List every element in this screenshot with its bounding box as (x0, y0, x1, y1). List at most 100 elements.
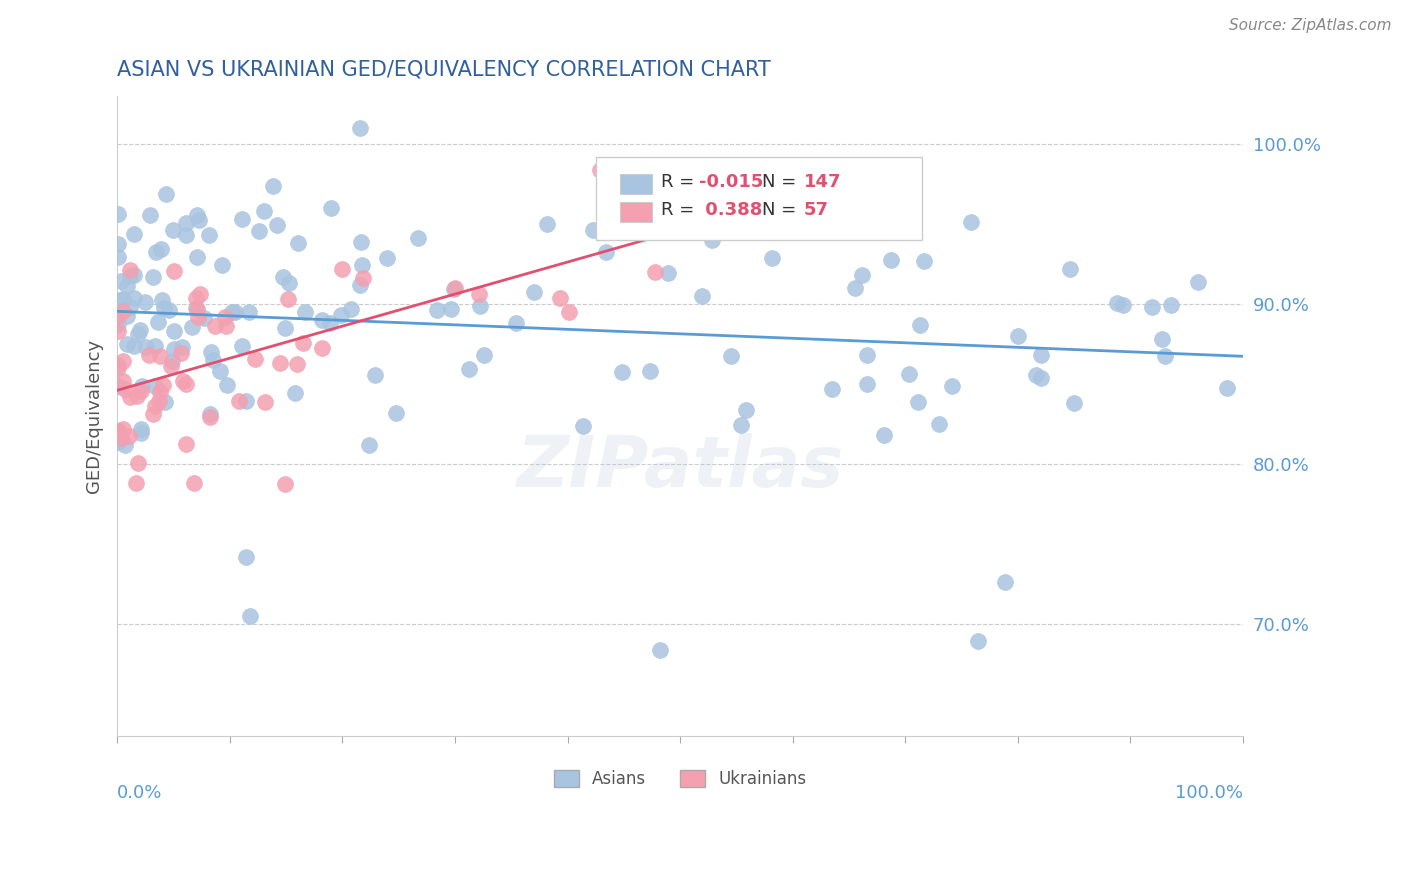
Point (201, 352, 224, 367)
Point (134, 295, 156, 310)
Point (650, 643, 672, 657)
Point (1150, 332, 1173, 346)
Point (548, 291, 571, 305)
Point (129, 323, 152, 337)
Point (1007, 328, 1029, 343)
Text: 147: 147 (804, 172, 841, 191)
Point (375, 251, 398, 265)
Point (610, 365, 633, 379)
Point (595, 245, 617, 260)
Point (676, 180, 699, 194)
Text: 100.0%: 100.0% (1175, 784, 1243, 802)
FancyBboxPatch shape (596, 157, 922, 240)
Point (700, 233, 723, 247)
Point (589, 163, 612, 178)
Point (357, 438, 380, 452)
Point (349, 277, 371, 292)
Point (153, 394, 176, 409)
Point (239, 608, 262, 623)
Text: R =: R = (661, 172, 700, 191)
Point (107, 207, 129, 221)
Point (472, 348, 495, 362)
Point (131, 378, 153, 392)
Point (291, 335, 314, 350)
Point (145, 244, 167, 259)
Point (107, 325, 129, 339)
Point (941, 378, 963, 392)
Point (142, 407, 165, 421)
Point (277, 293, 299, 307)
Point (107, 317, 129, 331)
Text: Source: ZipAtlas.com: Source: ZipAtlas.com (1229, 18, 1392, 33)
Text: ASIAN VS UKRAINIAN GED/EQUIVALENCY CORRELATION CHART: ASIAN VS UKRAINIAN GED/EQUIVALENCY CORRE… (117, 60, 770, 79)
Point (122, 227, 145, 242)
Point (107, 360, 129, 375)
Point (1111, 298, 1133, 312)
Point (928, 417, 950, 432)
Point (160, 359, 183, 373)
Point (172, 374, 194, 388)
Point (443, 281, 465, 295)
Point (115, 309, 138, 323)
Point (198, 409, 221, 424)
Point (127, 389, 149, 403)
Point (152, 378, 174, 392)
Point (735, 403, 758, 417)
Point (163, 324, 186, 338)
Point (277, 276, 299, 290)
Point (186, 208, 208, 222)
Point (1025, 368, 1047, 383)
Text: 57: 57 (804, 201, 830, 219)
Point (146, 315, 169, 329)
Point (880, 252, 903, 267)
Point (330, 261, 353, 276)
Point (184, 301, 207, 315)
Point (112, 422, 135, 436)
Point (138, 348, 160, 362)
Point (235, 394, 257, 409)
Point (349, 121, 371, 136)
Point (582, 223, 605, 237)
Point (129, 422, 152, 436)
Point (319, 316, 342, 330)
Point (311, 313, 333, 327)
Point (162, 223, 184, 237)
Point (142, 269, 165, 284)
Point (127, 326, 149, 341)
Point (262, 178, 284, 193)
Point (1153, 349, 1175, 363)
Point (384, 406, 406, 420)
Point (111, 374, 134, 388)
Point (235, 549, 257, 564)
Text: R =: R = (661, 201, 700, 219)
Point (128, 456, 150, 470)
Point (107, 358, 129, 372)
Point (243, 352, 266, 367)
Point (1059, 262, 1081, 277)
Point (118, 390, 141, 404)
Point (572, 418, 595, 433)
Point (224, 305, 246, 319)
Point (1187, 275, 1209, 289)
Point (254, 395, 277, 409)
Point (274, 321, 297, 335)
Point (143, 339, 166, 353)
Point (1160, 298, 1182, 312)
Point (912, 254, 935, 268)
Point (339, 302, 361, 317)
Point (107, 378, 129, 392)
Point (908, 318, 931, 332)
Point (160, 353, 183, 368)
Point (107, 434, 129, 449)
Point (269, 356, 291, 370)
Point (287, 358, 309, 372)
Point (110, 274, 132, 288)
Point (350, 235, 373, 249)
Point (153, 301, 176, 315)
Point (170, 340, 193, 354)
Point (1216, 381, 1239, 395)
Point (851, 268, 873, 282)
Text: N =: N = (762, 201, 803, 219)
Point (163, 264, 186, 278)
Point (135, 340, 157, 354)
